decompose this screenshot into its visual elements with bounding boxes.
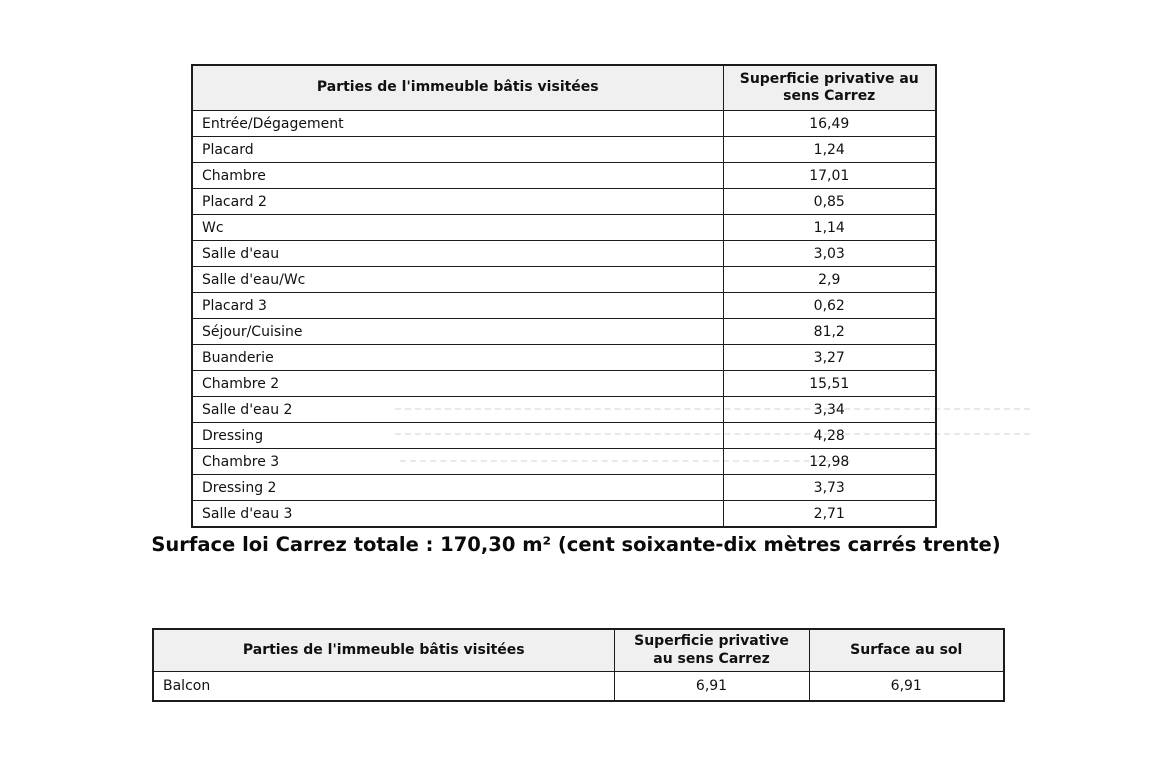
carrez-surfaces-table: Parties de l'immeuble bâtis visitées Sup… [191, 64, 937, 528]
area-cell: 6,91 [613, 671, 810, 702]
table-header-row: Parties de l'immeuble bâtis visitées Sup… [152, 628, 1005, 672]
area-cell: 0,85 [722, 188, 937, 215]
room-name-cell: Dressing [191, 422, 724, 449]
column-header-parties: Parties de l'immeuble bâtis visitées [191, 64, 724, 111]
area-cell: 3,03 [722, 240, 937, 267]
room-name-cell: Buanderie [191, 344, 724, 371]
room-name-cell: Placard [191, 136, 724, 163]
area-cell: 15,51 [722, 370, 937, 397]
table-row: Chambre 17,01 [191, 162, 937, 189]
table-row: Salle d'eau 2 3,34 [191, 396, 937, 423]
table-row: Salle d'eau/Wc 2,9 [191, 266, 937, 293]
area-cell: 12,98 [722, 448, 937, 475]
table-row: Séjour/Cuisine 81,2 [191, 318, 937, 345]
table-row: Wc 1,14 [191, 214, 937, 241]
room-name-cell: Placard 3 [191, 292, 724, 319]
table-row: Placard 3 0,62 [191, 292, 937, 319]
table-row: Balcon 6,91 6,91 [152, 671, 1005, 702]
table-row: Chambre 3 12,98 [191, 448, 937, 475]
balcony-surfaces-table: Parties de l'immeuble bâtis visitées Sup… [152, 628, 1005, 702]
area-cell: 1,24 [722, 136, 937, 163]
area-cell: 4,28 [722, 422, 937, 449]
column-header-superficie-carrez: Superficie privative au sens Carrez [613, 628, 810, 672]
room-name-cell: Placard 2 [191, 188, 724, 215]
table-header-row: Parties de l'immeuble bâtis visitées Sup… [191, 64, 937, 111]
area-cell: 81,2 [722, 318, 937, 345]
room-name-cell: Salle d'eau 2 [191, 396, 724, 423]
table-row: Dressing 2 3,73 [191, 474, 937, 501]
table-row: Entrée/Dégagement 16,49 [191, 110, 937, 137]
column-header-surface-au-sol: Surface au sol [808, 628, 1005, 672]
area-cell: 2,9 [722, 266, 937, 293]
table-row: Chambre 2 15,51 [191, 370, 937, 397]
column-header-superficie-carrez: Superficie privative au sens Carrez [722, 64, 937, 111]
area-cell: 2,71 [722, 500, 937, 528]
area-cell: 6,91 [808, 671, 1005, 702]
room-name-cell: Balcon [152, 671, 615, 702]
column-header-parties: Parties de l'immeuble bâtis visitées [152, 628, 615, 672]
room-name-cell: Entrée/Dégagement [191, 110, 724, 137]
area-cell: 3,73 [722, 474, 937, 501]
area-cell: 0,62 [722, 292, 937, 319]
table-row: Salle d'eau 3 2,71 [191, 500, 937, 528]
area-cell: 16,49 [722, 110, 937, 137]
table-row: Placard 1,24 [191, 136, 937, 163]
room-name-cell: Salle d'eau/Wc [191, 266, 724, 293]
room-name-cell: Chambre 3 [191, 448, 724, 475]
area-cell: 3,34 [722, 396, 937, 423]
area-cell: 1,14 [722, 214, 937, 241]
room-name-cell: Chambre [191, 162, 724, 189]
room-name-cell: Séjour/Cuisine [191, 318, 724, 345]
carrez-total-line: Surface loi Carrez totale : 170,30 m² (c… [151, 533, 1001, 556]
area-cell: 3,27 [722, 344, 937, 371]
table-row: Salle d'eau 3,03 [191, 240, 937, 267]
room-name-cell: Wc [191, 214, 724, 241]
area-cell: 17,01 [722, 162, 937, 189]
table-row: Dressing 4,28 [191, 422, 937, 449]
room-name-cell: Dressing 2 [191, 474, 724, 501]
room-name-cell: Salle d'eau 3 [191, 500, 724, 528]
room-name-cell: Salle d'eau [191, 240, 724, 267]
table-row: Buanderie 3,27 [191, 344, 937, 371]
room-name-cell: Chambre 2 [191, 370, 724, 397]
table-row: Placard 2 0,85 [191, 188, 937, 215]
